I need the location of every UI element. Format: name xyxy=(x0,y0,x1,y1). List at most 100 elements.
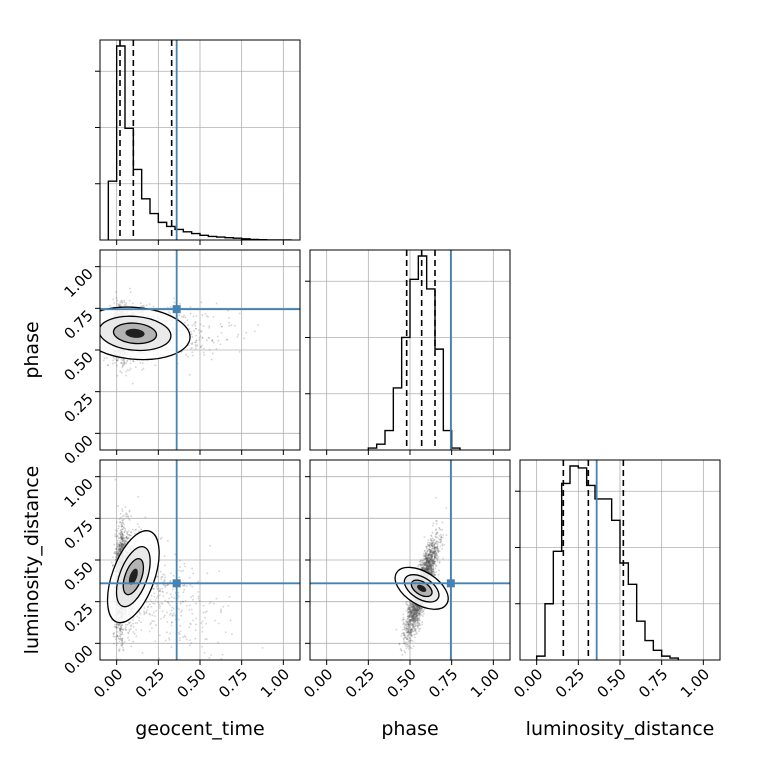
scatter-point xyxy=(145,601,148,604)
scatter-point xyxy=(119,547,122,550)
scatter-point xyxy=(201,630,204,633)
scatter-point xyxy=(119,521,121,524)
scatter-point xyxy=(125,540,128,543)
scatter-point xyxy=(121,543,124,546)
scatter-point xyxy=(202,604,205,607)
scatter-point xyxy=(119,531,122,534)
scatter-point xyxy=(170,624,173,627)
scatter-point xyxy=(197,591,200,593)
scatter-point xyxy=(103,357,106,360)
scatter-point xyxy=(143,305,145,307)
scatter-point xyxy=(118,536,121,539)
scatter-point xyxy=(122,649,125,652)
scatter-point xyxy=(112,556,114,559)
x-axis-label-luminosity-distance: luminosity_distance xyxy=(526,718,715,740)
scatter-point xyxy=(163,555,166,557)
scatter-point xyxy=(117,553,120,555)
scatter-point xyxy=(116,535,119,538)
scatter-point xyxy=(124,626,127,628)
scatter-point xyxy=(151,614,154,617)
scatter-point xyxy=(191,354,194,357)
scatter-point xyxy=(116,358,119,361)
x-tick-label: 0.50 xyxy=(593,665,629,701)
scatter-point xyxy=(119,541,121,544)
scatter-point xyxy=(130,645,133,648)
scatter-point xyxy=(185,353,187,356)
scatter-point xyxy=(118,638,121,641)
scatter-point xyxy=(121,366,124,369)
scatter-point xyxy=(127,632,130,635)
scatter-point xyxy=(188,608,191,611)
scatter-point xyxy=(163,578,166,581)
scatter-point xyxy=(115,556,117,559)
scatter-point xyxy=(119,548,122,551)
scatter-point xyxy=(190,608,193,611)
scatter-point xyxy=(122,543,125,546)
scatter-point xyxy=(120,530,123,533)
scatter-point xyxy=(204,611,207,614)
scatter-point xyxy=(126,513,129,516)
scatter-point xyxy=(215,348,218,350)
scatter-point xyxy=(133,632,136,635)
scatter-point xyxy=(161,590,164,593)
scatter-point xyxy=(119,547,122,550)
grid-0-0 xyxy=(116,40,284,240)
scatter-point xyxy=(210,654,213,656)
scatter-point xyxy=(120,543,123,546)
scatter-point xyxy=(199,323,202,326)
scatter-point xyxy=(228,321,230,324)
scatter-point xyxy=(135,628,137,631)
scatter-point xyxy=(124,540,126,542)
scatter-point xyxy=(194,629,197,632)
scatter-point xyxy=(121,528,124,531)
scatter-point xyxy=(132,360,135,363)
scatter-point xyxy=(194,341,196,344)
scatter-point xyxy=(114,358,116,360)
scatter-point xyxy=(119,550,122,553)
scatter-point xyxy=(117,304,120,307)
scatter-point xyxy=(199,330,202,333)
scatter-point xyxy=(112,564,114,566)
scatter-point xyxy=(150,622,152,625)
scatter-point xyxy=(116,530,119,533)
scatter-point xyxy=(184,565,186,568)
scatter-point xyxy=(183,584,186,586)
scatter-point xyxy=(118,545,121,548)
scatter-point xyxy=(118,549,121,551)
scatter-point xyxy=(160,578,163,580)
scatter-point xyxy=(195,602,198,605)
scatter-point xyxy=(208,602,211,605)
scatter-point xyxy=(123,363,125,365)
scatter-point xyxy=(191,351,194,354)
scatter-point xyxy=(116,546,119,549)
scatter-point xyxy=(120,531,123,533)
scatter-point xyxy=(153,620,155,623)
scatter-point xyxy=(120,626,123,629)
scatter-point xyxy=(115,547,118,550)
scatter-point xyxy=(123,301,126,304)
scatter-point xyxy=(123,543,126,545)
scatter-point xyxy=(170,609,173,612)
scatter-point xyxy=(190,330,192,333)
scatter-point xyxy=(184,635,187,638)
scatter-point xyxy=(178,639,181,642)
scatter-point xyxy=(132,631,135,633)
scatter-point xyxy=(119,547,121,550)
scatter-point xyxy=(201,344,204,347)
scatter-point xyxy=(116,703,118,705)
scatter-point xyxy=(120,536,122,538)
scatter-point xyxy=(238,350,241,353)
scatter-point xyxy=(124,539,127,542)
scatter-point xyxy=(261,646,264,649)
scatter-point xyxy=(220,611,222,614)
scatter-point xyxy=(198,338,201,341)
scatter-point xyxy=(122,545,125,548)
scatter-point xyxy=(118,552,121,555)
scatter-point xyxy=(113,642,115,645)
scatter-point xyxy=(188,576,191,579)
scatter-point xyxy=(121,537,123,540)
scatter-point xyxy=(126,537,129,540)
y-tick-label: 0.75 xyxy=(60,306,96,342)
scatter-point xyxy=(170,621,173,624)
scatter-point xyxy=(122,537,124,539)
